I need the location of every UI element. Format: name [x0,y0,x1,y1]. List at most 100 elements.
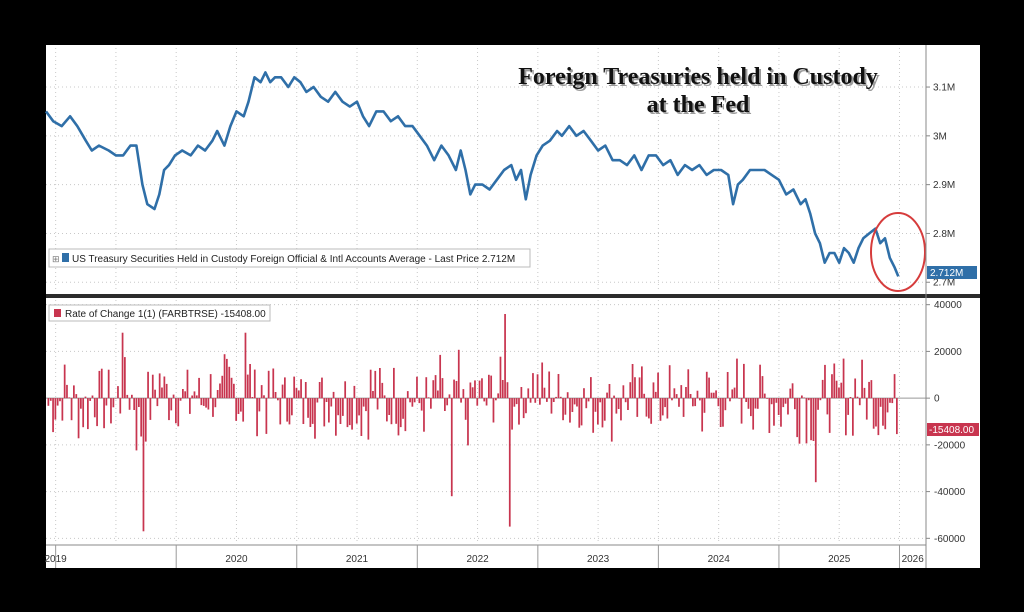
bar [54,398,57,420]
bar [634,377,636,399]
bar [896,398,898,435]
chart-title: Foreign Treasuries held in Custody [518,64,878,90]
bar [541,362,544,399]
bar [207,398,210,410]
bar [780,398,782,427]
bar [235,398,238,421]
bar [379,368,381,399]
bar [543,387,546,399]
bar [397,398,400,436]
bar [342,398,344,416]
y-tick-label: -60000 [934,534,966,545]
bar [819,398,822,401]
bar [73,385,75,399]
bar [147,371,149,399]
bar [831,374,833,399]
bar [112,398,115,408]
bar [784,398,787,404]
bar [817,398,819,410]
bottom-legend-text: Rate of Change 1(1) (FARBTRSE) -15408.00 [65,309,266,320]
top-legend-text: US Treasury Securities Held in Custody F… [72,254,515,265]
bar [858,398,861,406]
bar [828,398,831,433]
bar [193,391,196,399]
bar [884,398,887,430]
bar [838,387,840,399]
bar [736,358,738,399]
bar [654,391,657,399]
bar [550,398,553,414]
bar [131,394,133,399]
bar [845,398,847,436]
bar [420,398,423,411]
bar [875,398,877,427]
y-tick-label: 2.9M [933,180,955,191]
bar [70,398,73,421]
bar [770,398,773,405]
top-last-value-label: 2.712M [930,268,963,279]
bar [393,367,395,399]
bar [244,332,247,399]
title-shadow: Foreign Treasuries held in Custody [520,66,880,92]
bar [307,398,309,418]
bar [186,369,189,399]
bar [789,388,792,399]
bar [274,392,277,399]
legend-expand-icon[interactable]: ⊞ [52,254,60,264]
bar [703,398,706,413]
bar [284,377,286,399]
bar [879,398,882,407]
bar [722,398,724,427]
bar [242,398,245,422]
bar [172,394,175,399]
bar [803,397,806,399]
bar [562,398,564,421]
bottom-last-value-tag [927,423,979,436]
bar [184,391,187,399]
bar [455,381,458,399]
bar [381,382,384,399]
bar [641,366,643,399]
bar [212,398,214,417]
x-tick-label: 2020 [225,554,248,565]
bar [488,374,490,399]
bar [573,398,576,405]
bar [826,398,829,415]
bar [124,357,126,399]
bar [402,398,404,419]
bar [418,398,421,404]
bar [483,398,486,402]
bar [376,398,379,410]
bar [643,393,646,399]
bar [149,398,152,420]
bar [121,332,124,399]
bar [460,398,462,403]
bar [717,398,720,407]
bar [675,394,678,399]
bar [673,388,676,399]
bar [471,387,474,399]
bar [756,398,759,409]
bar [182,389,184,399]
bar [712,392,715,399]
bar [478,380,481,399]
bar [163,376,166,399]
bar [763,393,766,399]
bar [49,398,52,401]
bar [513,398,516,407]
bar [689,394,692,399]
bar [474,380,476,399]
bar [68,397,71,399]
bar [525,398,527,414]
bar [98,370,101,399]
bar [279,398,282,425]
bar [852,398,854,436]
bar [566,392,569,399]
bar [750,398,752,417]
bar [536,374,539,399]
bar [481,378,483,399]
bar [87,398,89,430]
bar [263,395,265,399]
bar [358,398,360,416]
bar [861,359,863,399]
